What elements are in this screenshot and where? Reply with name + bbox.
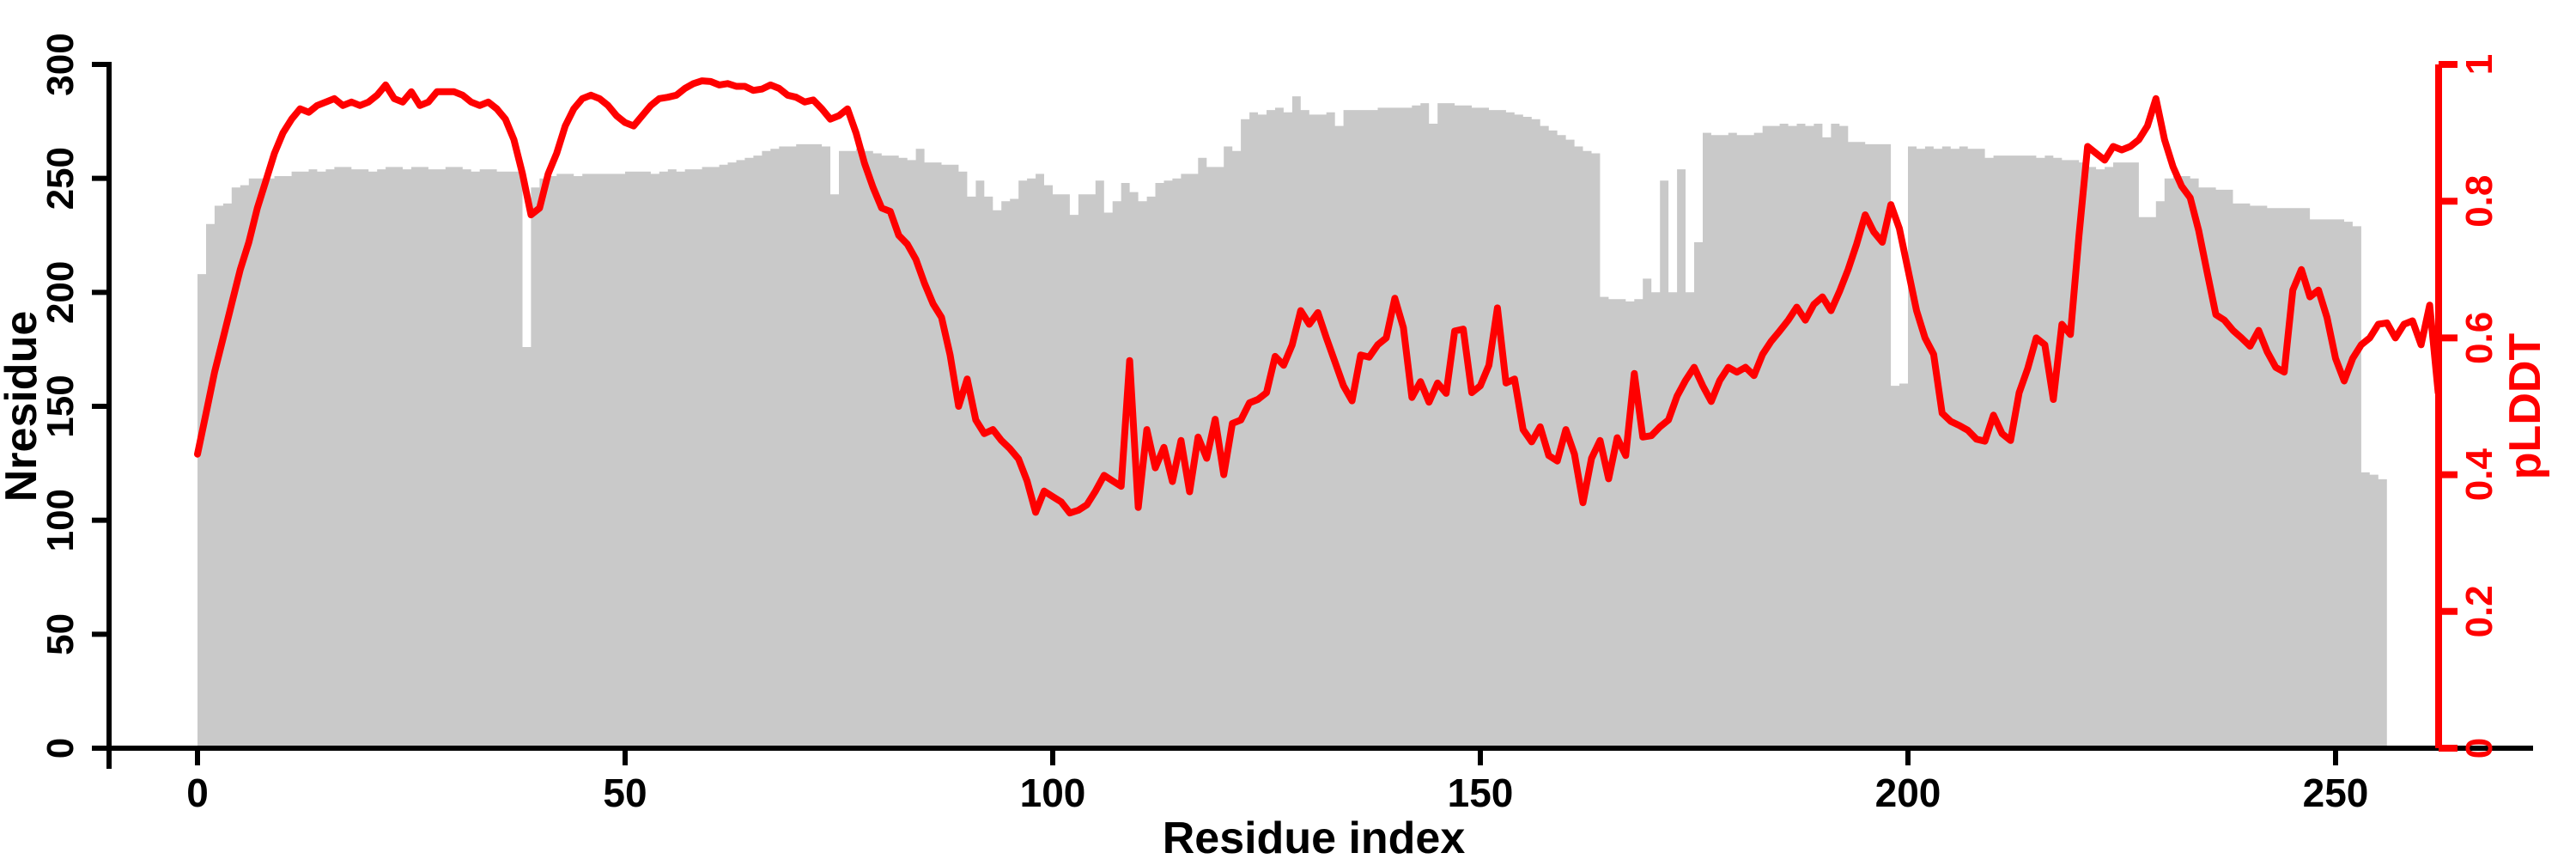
x-tick-label: 150 bbox=[1448, 771, 1514, 815]
left-tick-label: 150 bbox=[39, 375, 82, 437]
right-tick-label: 0.2 bbox=[2458, 585, 2500, 637]
right-tick-label: 0.4 bbox=[2458, 448, 2500, 501]
nresidue-bars bbox=[197, 96, 2387, 749]
left-tick-label: 0 bbox=[39, 738, 82, 758]
left-tick-label: 300 bbox=[39, 33, 82, 95]
x-tick-label: 50 bbox=[603, 771, 647, 815]
x-tick-label: 200 bbox=[1875, 771, 1941, 815]
left-tick-label: 50 bbox=[39, 613, 82, 655]
x-tick-label: 250 bbox=[2303, 771, 2369, 815]
x-tick-label: 100 bbox=[1020, 771, 1086, 815]
left-tick-label: 100 bbox=[39, 489, 82, 551]
x-axis-title: Residue index bbox=[1163, 813, 1466, 859]
left-tick-label: 200 bbox=[39, 261, 82, 324]
plddt-line bbox=[194, 77, 2442, 517]
right-tick-label: 0.6 bbox=[2458, 312, 2500, 364]
right-tick-label: 0.8 bbox=[2458, 175, 2500, 228]
right-tick-label: 1 bbox=[2458, 54, 2500, 75]
right-tick-label: 0 bbox=[2458, 738, 2500, 758]
right-axis-title: pLDDT bbox=[2500, 333, 2550, 480]
left-tick-label: 250 bbox=[39, 147, 82, 210]
x-tick-label: 0 bbox=[186, 771, 209, 815]
left-axis-title: Nresidue bbox=[0, 311, 46, 503]
